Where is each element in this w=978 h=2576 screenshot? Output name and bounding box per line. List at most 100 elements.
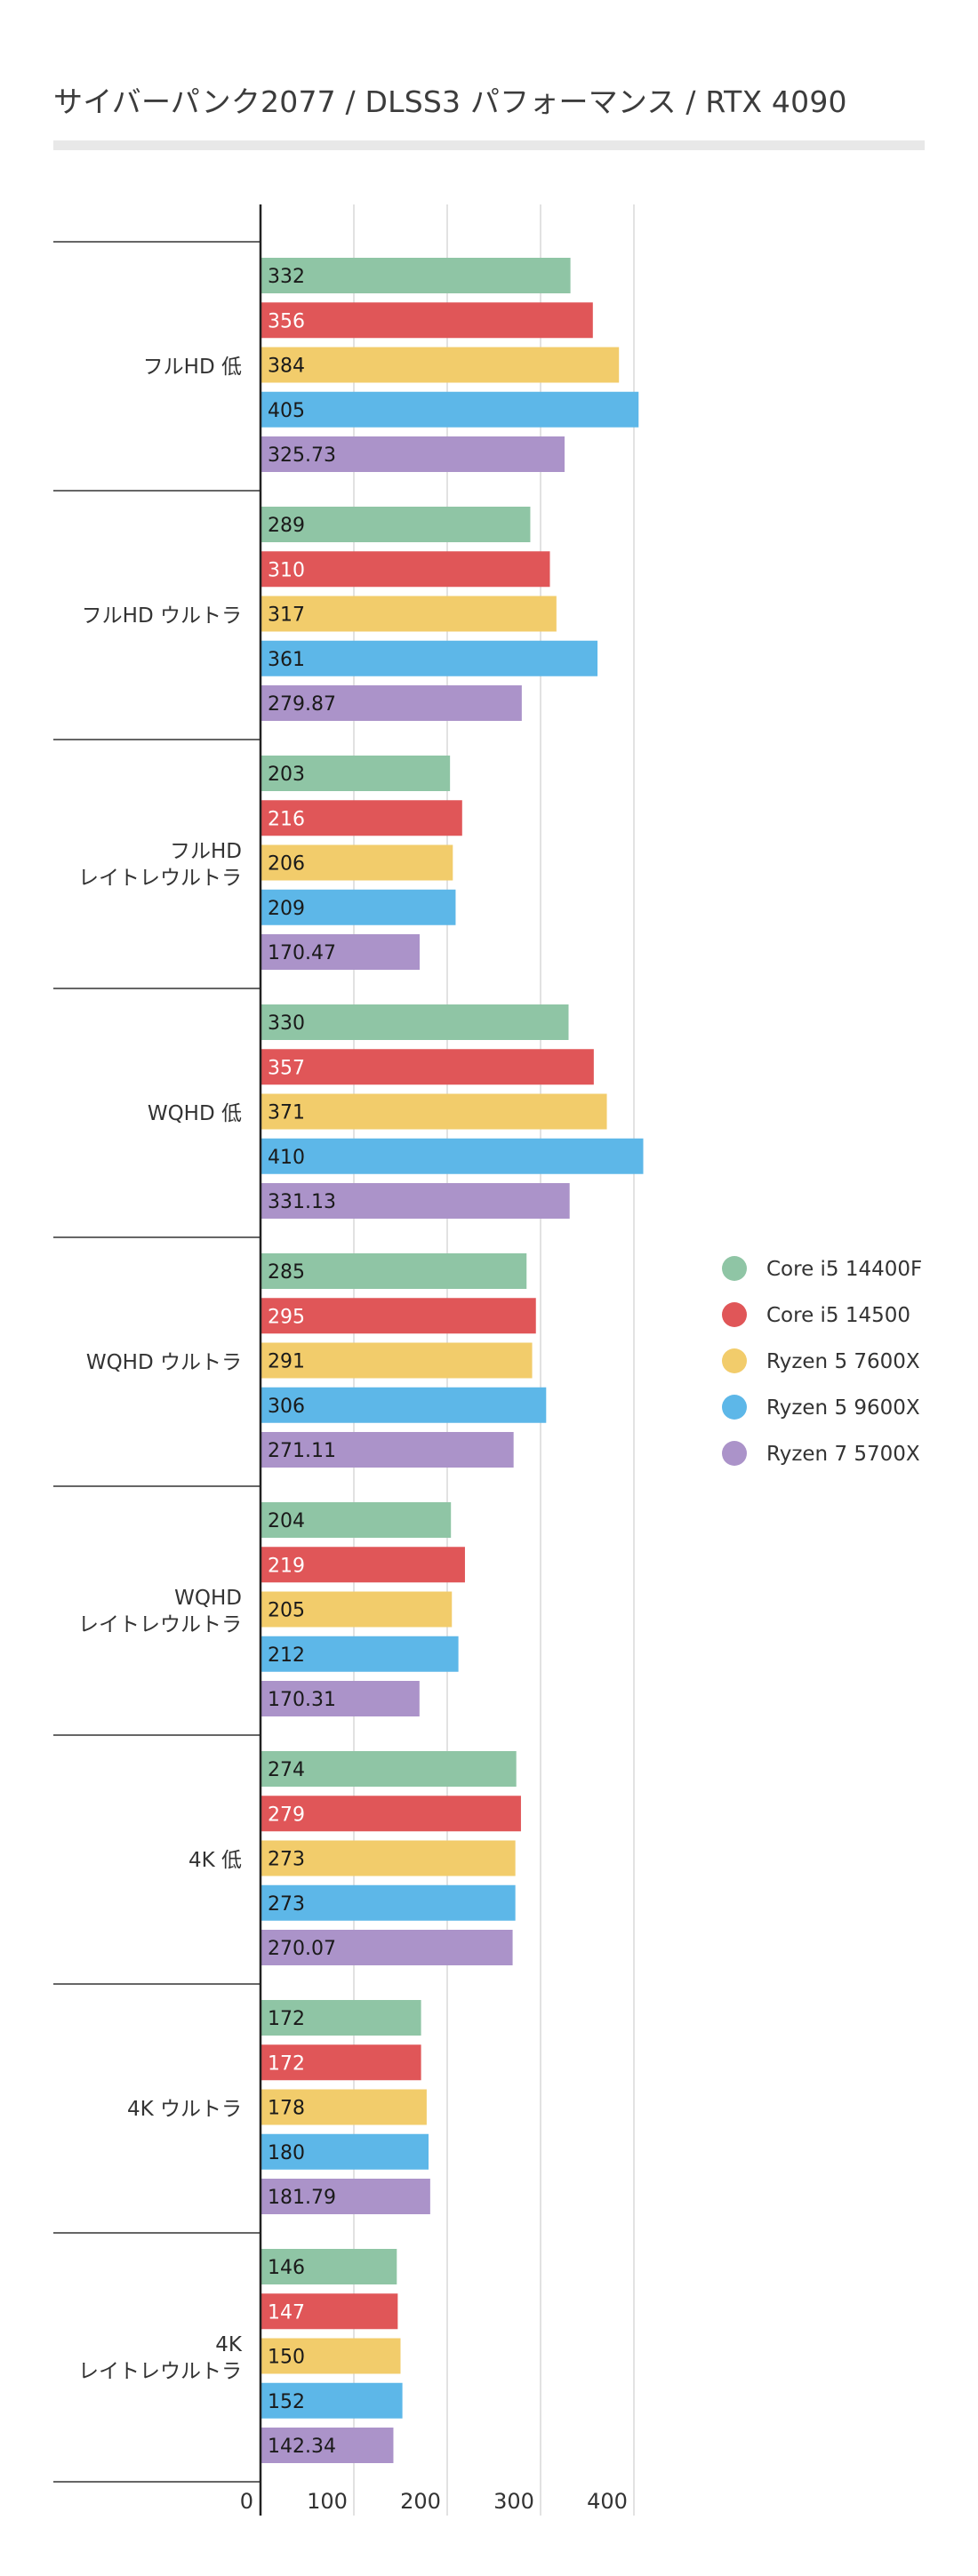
bar xyxy=(261,1884,516,1921)
bar-value-label: 279 xyxy=(268,1804,305,1826)
bar-value-label: 273 xyxy=(268,1893,305,1916)
bar-value-label: 371 xyxy=(268,1102,305,1124)
bar-value-label: 216 xyxy=(268,808,305,830)
bar-value-label: 331.13 xyxy=(268,1191,336,1213)
legend-label: Ryzen 5 7600X xyxy=(766,1350,920,1373)
bar xyxy=(261,640,598,676)
bar xyxy=(261,436,565,472)
bar-value-label: 384 xyxy=(268,356,305,378)
bar xyxy=(261,2249,397,2284)
legend-label: Ryzen 5 9600X xyxy=(766,1396,920,1420)
bar xyxy=(261,1547,465,1583)
legend: Core i5 14400F Core i5 14500 Ryzen 5 7600X… xyxy=(722,1256,922,1466)
bar xyxy=(261,1502,452,1538)
bar xyxy=(261,1049,594,1085)
x-tick-label: 300 xyxy=(493,2489,534,2514)
bar xyxy=(261,1681,420,1716)
bar-value-label: 206 xyxy=(268,853,305,876)
bar-value-label: 142.34 xyxy=(268,2436,336,2458)
bar-value-label: 212 xyxy=(268,1644,305,1667)
bar-value-label: 291 xyxy=(268,1351,305,1373)
bar-value-label: 285 xyxy=(268,1261,305,1284)
bar xyxy=(261,844,453,881)
bar xyxy=(261,1298,536,1334)
bar xyxy=(261,1591,453,1628)
bar xyxy=(261,1253,527,1289)
bar-value-label: 273 xyxy=(268,1849,305,1871)
bar-value-label: 310 xyxy=(268,559,305,581)
bar-value-label: 203 xyxy=(268,764,305,786)
bar-value-label: 152 xyxy=(268,2391,305,2413)
bar xyxy=(261,800,462,836)
bar-value-label: 332 xyxy=(268,266,305,288)
bar xyxy=(261,391,639,428)
bar xyxy=(261,1432,514,1468)
bar-value-label: 181.79 xyxy=(268,2187,336,2209)
bar-value-label: 147 xyxy=(268,2301,305,2324)
bar xyxy=(261,1387,547,1423)
bar xyxy=(261,1840,516,1876)
bar xyxy=(261,756,451,791)
bar-value-label: 289 xyxy=(268,515,305,537)
bar-value-label: 317 xyxy=(268,604,305,627)
bar-value-label: 405 xyxy=(268,400,305,422)
category-label: WQHD ウルトラ xyxy=(86,1351,242,1374)
bar xyxy=(261,2000,421,2036)
bar xyxy=(261,1636,459,1672)
bar-value-label: 172 xyxy=(268,2052,305,2075)
bar-value-label: 209 xyxy=(268,898,305,920)
bar xyxy=(261,685,522,721)
bar xyxy=(261,2338,401,2374)
bar-value-label: 205 xyxy=(268,1600,305,1622)
bar-value-label: 170.31 xyxy=(268,1689,336,1711)
bar xyxy=(261,551,550,588)
bar-value-label: 357 xyxy=(268,1057,305,1079)
bar-value-label: 279.87 xyxy=(268,693,336,716)
legend-label: Core i5 14400F xyxy=(766,1258,922,1281)
bar-value-label: 170.47 xyxy=(268,942,336,964)
bar-value-label: 146 xyxy=(268,2257,305,2279)
bar-value-label: 325.73 xyxy=(268,444,336,467)
bar-value-label: 271.11 xyxy=(268,1440,336,1462)
bar xyxy=(261,2133,429,2170)
legend-swatch xyxy=(722,1348,747,1373)
bar xyxy=(261,1751,517,1787)
bar-value-label: 270.07 xyxy=(268,1938,336,1960)
bar xyxy=(261,1796,521,1832)
bar xyxy=(261,2044,421,2081)
bar-value-label: 150 xyxy=(268,2347,305,2369)
bar xyxy=(261,889,456,925)
x-tick-label: 200 xyxy=(400,2489,441,2514)
bar-value-label: 410 xyxy=(268,1147,305,1169)
title-divider xyxy=(53,140,925,150)
bar xyxy=(261,1138,644,1174)
bar xyxy=(261,1183,570,1219)
legend-swatch xyxy=(722,1395,747,1420)
bar-value-label: 330 xyxy=(268,1012,305,1035)
x-tick-label: 100 xyxy=(307,2489,348,2514)
x-tick-label: 400 xyxy=(587,2489,628,2514)
category-label: レイトレウルトラ xyxy=(78,1613,242,1636)
category-separators xyxy=(53,241,261,2483)
bar-value-label: 172 xyxy=(268,2008,305,2030)
legend-swatch xyxy=(722,1441,747,1466)
bar xyxy=(261,1930,513,1965)
category-label: 4K ウルトラ xyxy=(127,2098,242,2121)
bar xyxy=(261,507,531,542)
legend-swatch xyxy=(722,1302,747,1327)
category-label: フルHD xyxy=(170,840,242,863)
bar xyxy=(261,2382,403,2419)
category-label: フルHD ウルトラ xyxy=(82,604,242,628)
bars: 332 289 203 330 285 204 274 172 146 356 310 216 357 2… xyxy=(261,258,644,2463)
bar xyxy=(261,2179,430,2214)
bar xyxy=(261,596,557,632)
legend-label: Ryzen 7 5700X xyxy=(766,1443,920,1466)
bar-value-label: 361 xyxy=(268,649,305,671)
bar-value-label: 274 xyxy=(268,1759,305,1781)
legend-swatch xyxy=(722,1256,747,1281)
category-label: 4K xyxy=(215,2333,243,2356)
bar-value-label: 180 xyxy=(268,2142,305,2164)
bar xyxy=(261,258,571,293)
x-tick-label: 0 xyxy=(240,2489,253,2514)
